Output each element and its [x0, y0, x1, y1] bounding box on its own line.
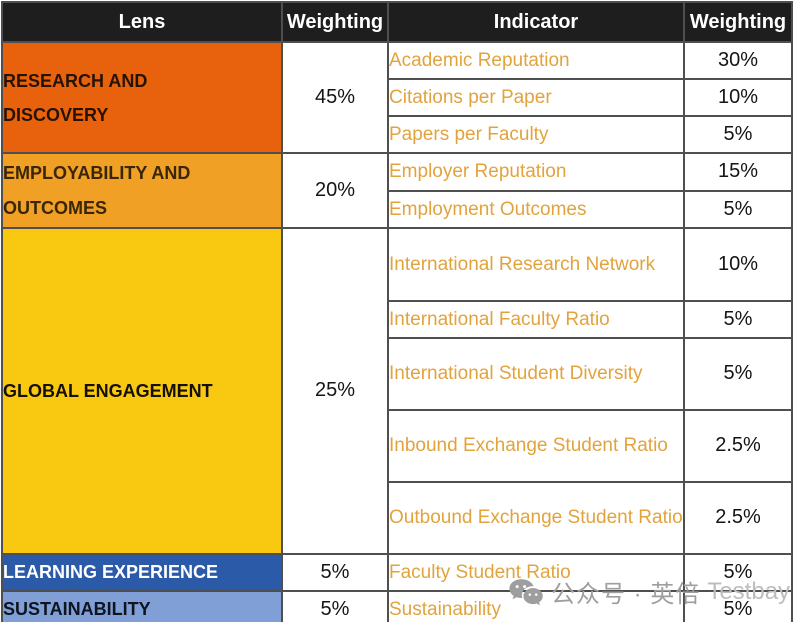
indicator-cell: Academic Reputation: [387, 40, 685, 81]
indicator-weighting-cell: 5%: [683, 299, 793, 339]
indicator-weighting-cell: 5%: [683, 189, 793, 229]
table-row: EMPLOYABILITY AND OUTCOMES 20% Employer …: [1, 152, 793, 229]
indicator-cell: Inbound Exchange Student Ratio: [387, 408, 685, 483]
indicator-cell: International Faculty Ratio: [387, 299, 685, 339]
indicator-weighting-cell: 5%: [683, 552, 793, 592]
indicator-weighting-cell: 5%: [683, 589, 793, 622]
indicator-weighting-cell: 5%: [683, 336, 793, 411]
table-row: GLOBAL ENGAGEMENT 25% International Rese…: [1, 226, 793, 555]
table-row: SUSTAINABILITY 5% Sustainability 5%: [1, 589, 793, 622]
lens-cell-research-and-discovery: RESEARCH AND DISCOVERY: [1, 40, 283, 155]
indicator-weighting-cell: 2.5%: [683, 480, 793, 555]
indicator-cell: Sustainability: [387, 589, 685, 622]
lens-cell-global-engagement: GLOBAL ENGAGEMENT: [1, 226, 283, 555]
indicator-cell: Employer Reputation: [387, 152, 685, 192]
header-weighting-lens: Weighting: [281, 1, 389, 43]
header-weighting-indicator: Weighting: [683, 1, 793, 43]
table-row: RESEARCH AND DISCOVERY 45% Academic Repu…: [1, 40, 793, 155]
indicator-weighting-cell: 15%: [683, 152, 793, 192]
table-row: International Faculty Ratio 5%: [2, 299, 793, 339]
lens-weighting-learning: 5%: [281, 552, 389, 592]
lens-weighting-research: 45%: [281, 40, 389, 155]
header-row: Lens Weighting Indicator Weighting: [1, 1, 793, 43]
indicator-cell: Faculty Student Ratio: [387, 552, 685, 592]
lens-label: EMPLOYABILITY AND OUTCOMES: [3, 163, 191, 218]
lens-weighting-sustainability: 5%: [281, 589, 389, 622]
indicator-cell: Papers per Faculty: [387, 115, 685, 155]
indicator-weighting-cell: 10%: [683, 226, 793, 302]
lens-label: SUSTAINABILITY: [3, 599, 151, 620]
lens-weighting-global: 25%: [281, 226, 389, 555]
indicator-weighting-cell: 30%: [683, 40, 793, 81]
table-row: Employment Outcomes 5%: [2, 189, 793, 229]
header-indicator: Indicator: [387, 1, 685, 43]
table-row: Inbound Exchange Student Ratio 2.5%: [2, 408, 793, 483]
indicator-cell: International Research Network: [387, 226, 685, 302]
lens-weighting-employability: 20%: [281, 152, 389, 229]
lens-cell-sustainability: SUSTAINABILITY: [1, 589, 283, 622]
indicator-weighting-cell: 2.5%: [683, 408, 793, 483]
header-lens: Lens: [1, 1, 283, 43]
lens-label: LEARNING EXPERIENCE: [3, 562, 219, 583]
lens-label: GLOBAL ENGAGEMENT: [3, 380, 213, 401]
indicator-weighting-cell: 10%: [683, 78, 793, 118]
table-row: International Student Diversity 5%: [2, 336, 793, 411]
indicator-cell: Citations per Paper: [387, 78, 685, 118]
lens-label: RESEARCH AND DISCOVERY: [3, 70, 148, 125]
indicator-cell: International Student Diversity: [387, 336, 685, 411]
indicator-cell: Employment Outcomes: [387, 189, 685, 229]
lens-cell-employability-and-outcomes: EMPLOYABILITY AND OUTCOMES: [1, 152, 283, 229]
table-row: LEARNING EXPERIENCE 5% Faculty Student R…: [1, 552, 793, 592]
lens-cell-learning-experience: LEARNING EXPERIENCE: [1, 552, 283, 592]
table-row: Outbound Exchange Student Ratio 2.5%: [2, 480, 793, 555]
indicator-cell: Outbound Exchange Student Ratio: [387, 480, 685, 555]
table-row: Citations per Paper 10%: [2, 78, 793, 118]
table-row: Papers per Faculty 5%: [2, 115, 793, 155]
indicator-weighting-cell: 5%: [683, 115, 793, 155]
